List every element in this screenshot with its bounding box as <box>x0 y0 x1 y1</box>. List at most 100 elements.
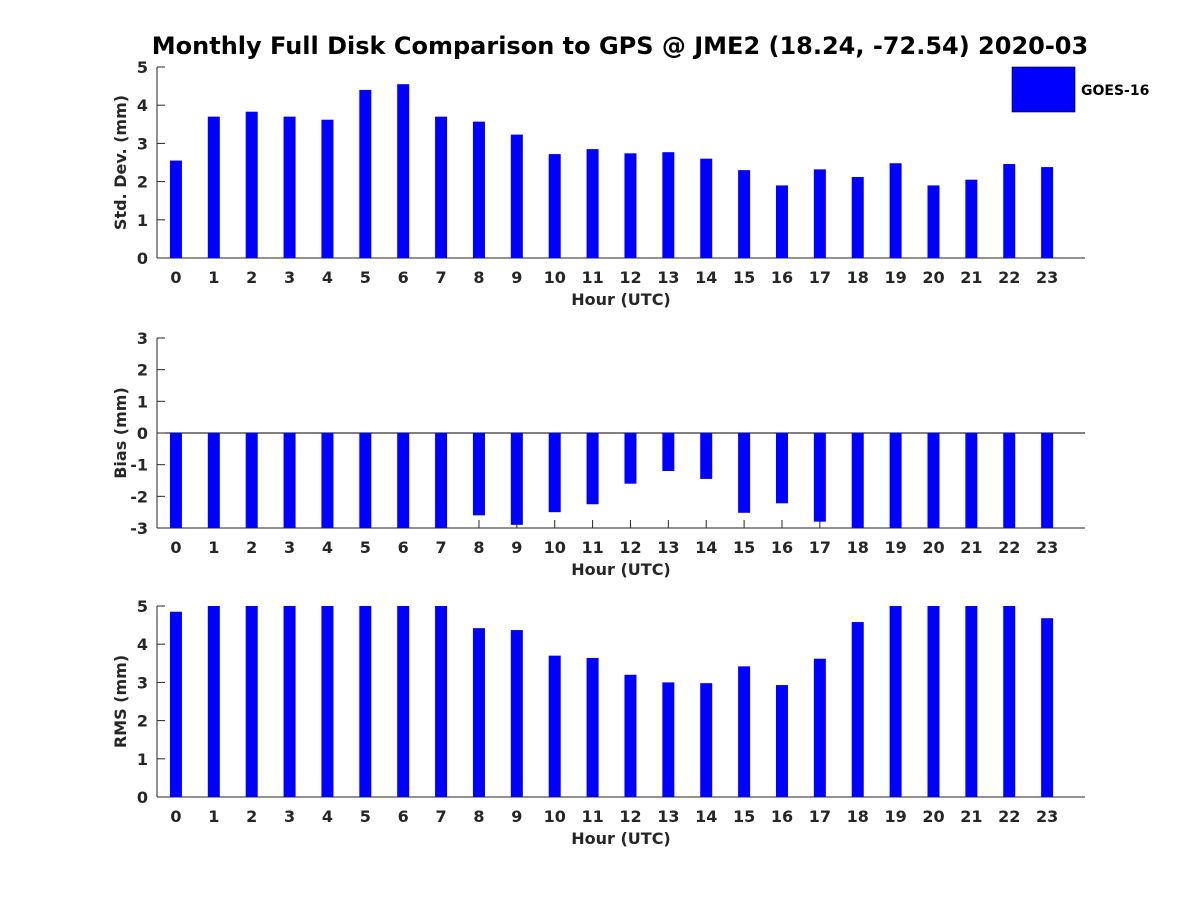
y-tick-label: -1 <box>130 456 148 475</box>
x-tick-label: 20 <box>922 538 944 557</box>
bar <box>283 606 296 797</box>
y-tick-label: -2 <box>130 487 148 506</box>
x-tick-label: 23 <box>1036 538 1058 557</box>
bar <box>510 433 523 525</box>
bar <box>472 628 485 797</box>
bar <box>1041 618 1054 797</box>
bar <box>662 682 675 797</box>
x-axis-label: Hour (UTC) <box>571 829 671 848</box>
x-tick-label: 10 <box>544 807 566 826</box>
x-tick-label: 1 <box>208 268 219 287</box>
y-tick-label: 0 <box>137 424 148 443</box>
x-tick-label: 9 <box>511 268 522 287</box>
bar <box>169 611 182 797</box>
x-tick-label: 0 <box>170 538 181 557</box>
bar <box>965 179 978 258</box>
x-tick-label: 2 <box>246 807 257 826</box>
bar <box>851 177 864 258</box>
bar <box>738 433 751 513</box>
x-tick-label: 17 <box>809 807 831 826</box>
bar <box>813 433 826 522</box>
bar <box>548 655 561 797</box>
x-tick-label: 18 <box>847 807 869 826</box>
x-tick-label: 11 <box>581 538 603 557</box>
bar <box>1003 433 1016 528</box>
bar <box>586 657 599 797</box>
y-tick-label: 1 <box>137 392 148 411</box>
bar <box>207 606 220 797</box>
bar <box>1041 433 1054 528</box>
x-tick-label: 12 <box>619 268 641 287</box>
x-tick-label: 3 <box>284 268 295 287</box>
bar <box>397 433 410 528</box>
x-tick-label: 6 <box>398 538 409 557</box>
x-tick-label: 22 <box>998 268 1020 287</box>
bar <box>397 84 410 258</box>
x-tick-label: 19 <box>884 268 906 287</box>
x-tick-label: 8 <box>473 538 484 557</box>
bar <box>169 160 182 258</box>
x-tick-label: 16 <box>771 268 793 287</box>
bar <box>548 154 561 258</box>
x-tick-label: 20 <box>922 807 944 826</box>
y-axis-label: Bias (mm) <box>111 387 130 479</box>
bar <box>359 89 372 258</box>
y-tick-label: 5 <box>137 58 148 77</box>
bar <box>510 630 523 797</box>
x-tick-label: 6 <box>398 268 409 287</box>
x-tick-label: 9 <box>511 538 522 557</box>
y-tick-label: 4 <box>137 96 148 115</box>
bar <box>738 170 751 258</box>
x-tick-label: 5 <box>360 538 371 557</box>
x-axis-label: Hour (UTC) <box>571 290 671 309</box>
x-tick-label: 13 <box>657 268 679 287</box>
bar <box>245 433 258 528</box>
bar <box>775 433 788 504</box>
bar <box>965 606 978 797</box>
x-tick-label: 5 <box>360 268 371 287</box>
bar <box>624 153 637 258</box>
bar <box>662 433 675 471</box>
bar <box>245 606 258 797</box>
bar <box>510 134 523 258</box>
y-axis-label: RMS (mm) <box>111 655 130 748</box>
bar <box>321 606 334 797</box>
bar <box>586 433 599 505</box>
bar <box>283 116 296 258</box>
bar <box>624 674 637 797</box>
bar <box>927 433 940 528</box>
bar <box>435 116 448 258</box>
y-tick-label: 0 <box>137 249 148 268</box>
bar <box>889 163 902 258</box>
x-tick-label: 19 <box>884 538 906 557</box>
bar <box>700 158 713 258</box>
y-tick-label: 1 <box>137 211 148 230</box>
y-tick-label: 3 <box>137 134 148 153</box>
y-tick-label: 5 <box>137 597 148 616</box>
y-tick-label: -3 <box>130 519 148 538</box>
bar <box>889 606 902 797</box>
bar <box>624 433 637 484</box>
x-tick-label: 15 <box>733 268 755 287</box>
x-axis-label: Hour (UTC) <box>571 560 671 579</box>
bar <box>738 666 751 797</box>
bar <box>851 622 864 797</box>
x-tick-label: 18 <box>847 268 869 287</box>
x-tick-label: 10 <box>544 538 566 557</box>
bar <box>207 433 220 528</box>
x-tick-label: 20 <box>922 268 944 287</box>
bar <box>927 606 940 797</box>
x-tick-label: 16 <box>771 807 793 826</box>
x-tick-label: 13 <box>657 538 679 557</box>
bar <box>435 606 448 797</box>
x-tick-label: 16 <box>771 538 793 557</box>
bar <box>700 433 713 479</box>
bar <box>851 433 864 528</box>
x-tick-label: 7 <box>436 268 447 287</box>
x-tick-label: 14 <box>695 807 717 826</box>
x-tick-label: 12 <box>619 538 641 557</box>
